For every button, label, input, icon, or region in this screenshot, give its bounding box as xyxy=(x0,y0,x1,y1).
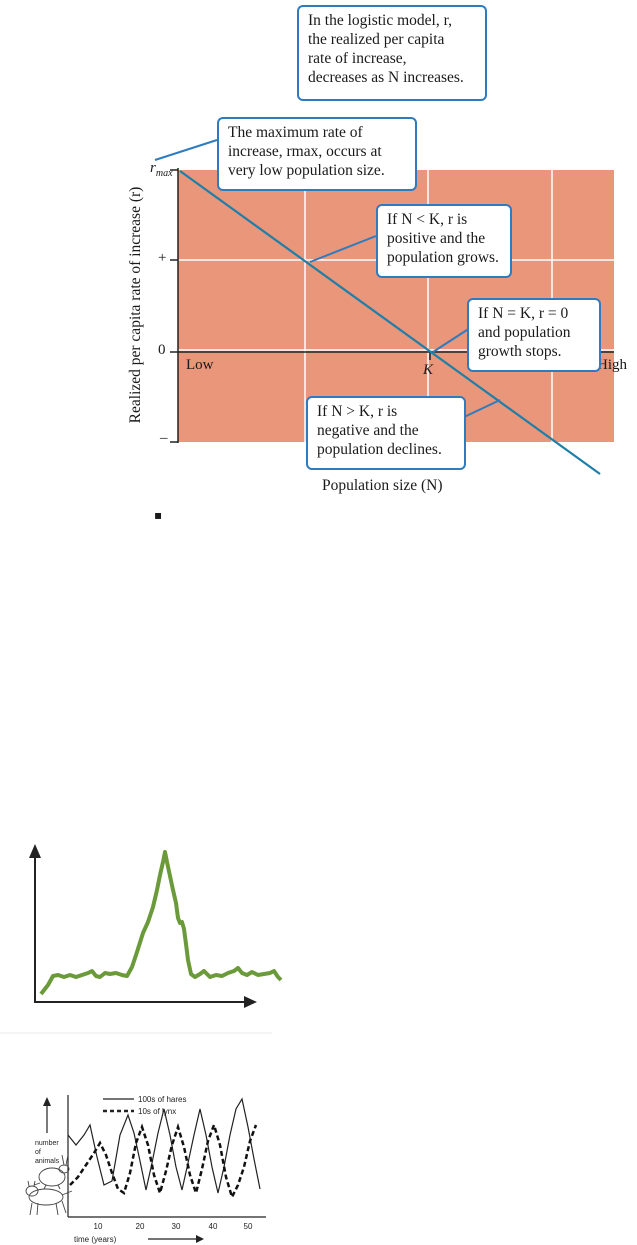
zero-tick-label: 0 xyxy=(158,342,166,358)
hl-ylabel-3: animals xyxy=(35,1158,60,1165)
plus-tick-label: + xyxy=(158,250,167,266)
hl-xtick-20: 20 xyxy=(136,1222,145,1231)
callout-pointers xyxy=(154,139,501,419)
k-label: K xyxy=(423,362,434,378)
spike-y-arrow-icon xyxy=(29,844,41,858)
hl-x-arrow-icon xyxy=(196,1235,204,1243)
callout-n-greater-k: If N > K, r is negative and the populati… xyxy=(306,396,466,470)
lynx-curve xyxy=(69,1121,258,1201)
y-axis-label: Realized per capita rate of increase (r) xyxy=(127,186,144,424)
hl-xtick-40: 40 xyxy=(209,1222,218,1231)
high-label: High xyxy=(597,357,627,373)
spike-curve xyxy=(39,850,283,996)
callout-max-rate: The maximum rate of increase, rmax, occu… xyxy=(217,117,417,191)
hl-xlabel: time (years) xyxy=(74,1235,117,1244)
hl-xtick-30: 30 xyxy=(172,1222,181,1231)
rmax-tick-label: rmax xyxy=(150,160,173,179)
x-axis-label: Population size (N) xyxy=(322,477,443,494)
minus-tick-label: – xyxy=(160,430,168,446)
callout-n-less-k: If N < K, r is positive and the populati… xyxy=(376,204,512,278)
hl-ylabel-2: of xyxy=(35,1149,41,1156)
callout-logistic-model: In the logistic model, r, the realized p… xyxy=(297,5,487,101)
lynx-icon xyxy=(25,1180,73,1216)
hl-ylabel-1: number xyxy=(35,1140,59,1147)
hares-curve xyxy=(67,1097,261,1194)
hl-xtick-10: 10 xyxy=(94,1222,103,1231)
hl-y-arrow-icon xyxy=(43,1097,51,1106)
bullet-marker: ▪ xyxy=(154,508,163,522)
y-tick-marks xyxy=(170,169,178,443)
r-line xyxy=(179,170,601,475)
legend-hares-label: 100s of hares xyxy=(138,1095,186,1104)
spike-x-arrow-icon xyxy=(244,996,257,1008)
callout-n-equal-k: If N = K, r = 0 and population growth st… xyxy=(467,298,601,372)
low-label: Low xyxy=(186,357,214,373)
hare-lynx-graph: 100s of hares 10s of lynx number of anim… xyxy=(25,1095,266,1244)
hl-xtick-50: 50 xyxy=(244,1222,253,1231)
spike-graph xyxy=(0,844,283,1034)
legend-lynx-label: 10s of lynx xyxy=(138,1107,176,1116)
hare-icon xyxy=(33,1154,70,1190)
